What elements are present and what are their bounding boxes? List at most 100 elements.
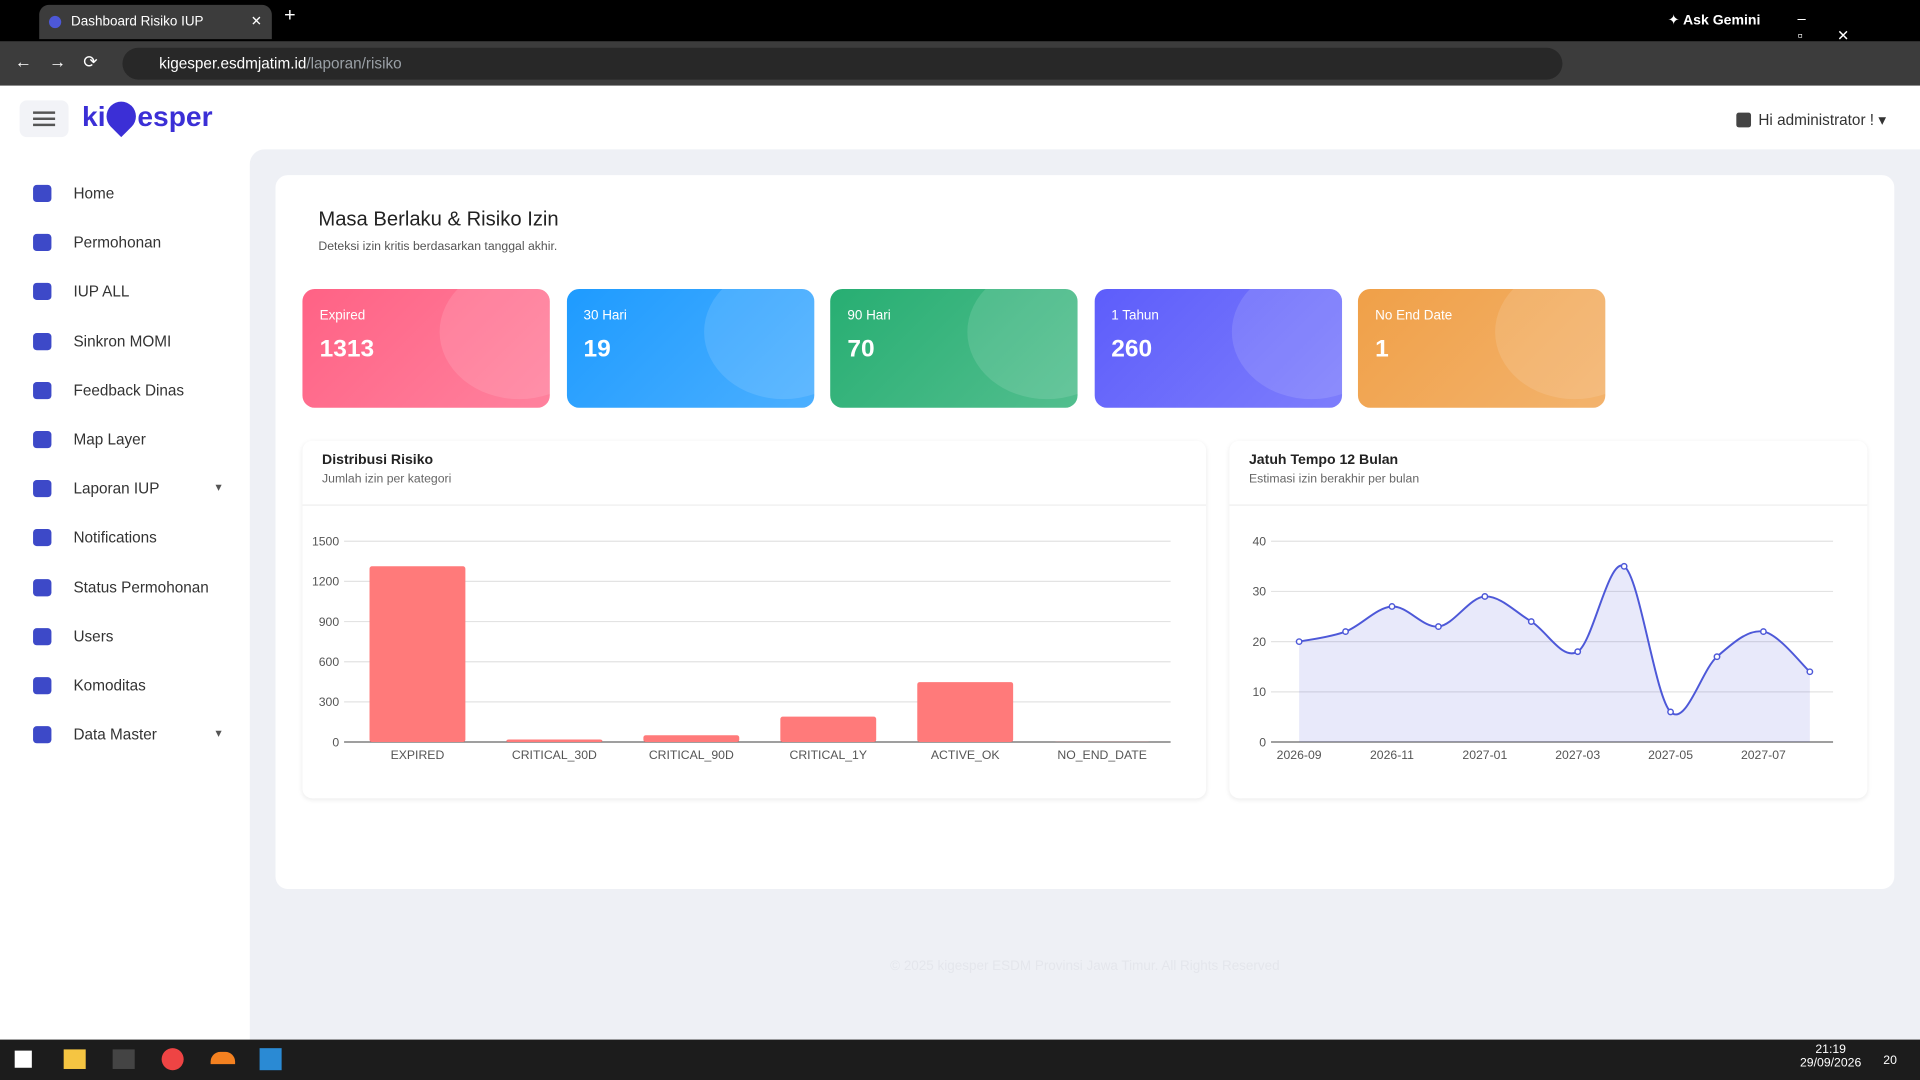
summary-card[interactable]: 1 Tahun 260 xyxy=(1094,288,1342,408)
summary-card[interactable]: No End Date 1 xyxy=(1357,288,1606,408)
line-chart-panel: Jatuh Tempo 12 Bulan Estimasi izin berakh… xyxy=(1229,440,1868,799)
nav-icon xyxy=(33,578,52,596)
tab-close[interactable]: ✕ xyxy=(250,14,263,30)
chart-title: Jatuh Tempo 12 Bulan xyxy=(1248,453,1399,468)
user-menu[interactable]: Hi administrator ! ▾ xyxy=(1736,110,1886,129)
nav-item[interactable]: Notifications xyxy=(0,514,250,563)
y-tick-label: 0 xyxy=(332,735,339,749)
y-tick-label: 900 xyxy=(319,615,340,629)
point xyxy=(1434,623,1442,631)
x-tick-label: CRITICAL_90D xyxy=(649,748,734,762)
y-tick-label: 10 xyxy=(1253,685,1267,699)
page-subtitle: Deteksi izin kritis berdasarkan tanggal … xyxy=(318,240,558,254)
x-tick-label: NO_END_DATE xyxy=(1057,748,1147,762)
chrome-icon[interactable] xyxy=(161,1048,184,1071)
y-tick-label: 0 xyxy=(1259,735,1266,749)
x-tick-label: 2027-07 xyxy=(1741,748,1786,762)
bar xyxy=(643,735,740,743)
sidebar: Home Permohonan IUP ALL Sinkron MOMI Feedbac… xyxy=(0,149,250,1040)
nav-icon xyxy=(33,184,52,203)
taskbar: 21:19 29/09/2026 20 xyxy=(0,1039,1920,1080)
cloudflare-icon[interactable] xyxy=(210,1051,236,1065)
nav-icon xyxy=(33,627,52,646)
nav-icon xyxy=(33,726,52,744)
point xyxy=(1806,668,1814,676)
nav-icon xyxy=(33,283,52,301)
nav-item[interactable]: Feedback Dinas xyxy=(0,366,250,415)
ask-gemini-label: Ask Gemini xyxy=(1682,13,1761,29)
chart-subtitle: Estimasi izin berakhir per bulan xyxy=(1248,472,1420,487)
nav-item[interactable]: Sinkron MOMI xyxy=(0,317,250,366)
vscode-icon[interactable] xyxy=(259,1048,282,1071)
summary-card[interactable]: 30 Hari 19 xyxy=(566,288,814,408)
logo-suffix: esper xyxy=(137,100,213,133)
summary-card[interactable]: 90 Hari 70 xyxy=(830,288,1078,408)
nav-icon xyxy=(33,381,52,399)
y-tick-label: 30 xyxy=(1253,585,1267,599)
clock: 21:19 29/09/2026 xyxy=(1800,1043,1861,1070)
bar xyxy=(780,716,877,743)
card-label: No End Date xyxy=(1375,308,1453,324)
card-label: 90 Hari xyxy=(847,308,891,324)
y-tick-label: 20 xyxy=(1253,635,1267,649)
address-host: kigesper.esdmjatim.id xyxy=(159,55,307,73)
bar xyxy=(369,566,466,743)
x-tick-label: 2026-11 xyxy=(1370,748,1414,762)
nav-item[interactable]: IUP ALL xyxy=(0,267,250,316)
address-path: /laporan/risiko xyxy=(306,55,402,73)
logo-prefix: ki xyxy=(82,100,106,133)
start-button[interactable] xyxy=(14,1050,32,1068)
summary-card[interactable]: Expired 1313 xyxy=(302,288,550,408)
nav-icon xyxy=(33,431,52,449)
nav-item[interactable]: Permohonan xyxy=(0,218,250,267)
nav-item[interactable]: Komoditas xyxy=(0,661,250,710)
window-controls[interactable]: –▫✕ xyxy=(1797,9,1884,45)
card-value: 19 xyxy=(583,335,611,363)
nav-icon xyxy=(33,480,52,498)
card-value: 260 xyxy=(1111,335,1153,363)
point xyxy=(1527,618,1535,625)
terminal-icon[interactable] xyxy=(112,1049,135,1069)
ask-gemini[interactable]: ✦ Ask Gemini xyxy=(1667,13,1761,29)
card-label: Expired xyxy=(319,308,366,324)
app-header: ki esper Hi administrator ! ▾ xyxy=(0,85,1920,150)
notification-count[interactable]: 20 xyxy=(1883,1054,1897,1068)
menu-toggle[interactable] xyxy=(19,100,69,138)
card-value: 1313 xyxy=(319,335,375,363)
point xyxy=(1620,562,1628,570)
nav-item[interactable]: Laporan IUP ▾ xyxy=(0,464,250,513)
caret: ▾ xyxy=(215,481,222,495)
caret: ▾ xyxy=(215,727,222,742)
nav-item[interactable]: Data Master ▾ xyxy=(0,710,250,759)
bar xyxy=(917,682,1014,743)
card-value: 70 xyxy=(847,335,875,363)
time: 21:19 xyxy=(1815,1043,1846,1057)
point xyxy=(1574,648,1582,656)
x-tick-label: EXPIRED xyxy=(391,748,445,762)
nav-item[interactable]: Status Permohonan xyxy=(0,563,250,612)
browser-tab[interactable]: Dashboard Risiko IUP ✕ xyxy=(39,4,272,40)
nav-icon xyxy=(33,332,52,350)
x-tick-label: ACTIVE_OK xyxy=(931,748,1001,762)
new-tab[interactable]: + xyxy=(284,4,296,26)
nav-item[interactable]: Map Layer xyxy=(0,415,250,464)
x-tick-label: 2027-05 xyxy=(1648,748,1693,762)
card-label: 30 Hari xyxy=(583,308,627,324)
user-name: Hi administrator ! xyxy=(1758,111,1875,129)
nav-icon xyxy=(33,677,52,695)
tab-strip: Dashboard Risiko IUP ✕ + ✦ Ask Gemini –▫✕ xyxy=(0,0,1920,45)
logo[interactable]: ki esper xyxy=(82,95,213,138)
nav-icon xyxy=(33,529,52,547)
favicon xyxy=(48,15,62,29)
y-tick-label: 1200 xyxy=(312,575,339,589)
point xyxy=(1759,628,1767,636)
address-bar[interactable]: kigesper.esdmjatim.id/laporan/risiko xyxy=(122,47,1563,80)
point xyxy=(1713,653,1721,661)
nav-item[interactable]: Users xyxy=(0,612,250,661)
nav-item[interactable]: Home xyxy=(0,169,250,218)
nav-buttons[interactable]: ←→⟳ xyxy=(14,51,115,72)
explorer-icon[interactable] xyxy=(63,1049,86,1069)
